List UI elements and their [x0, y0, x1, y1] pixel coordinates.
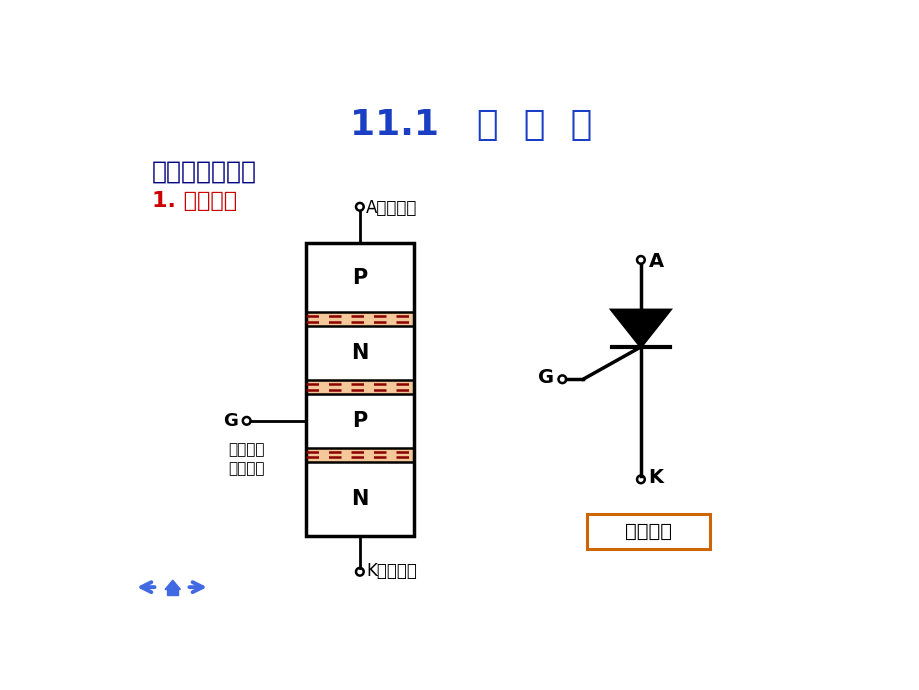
Text: G: G	[223, 412, 238, 430]
Bar	[306, 448, 414, 462]
Text: K（阴极）: K（阴极）	[366, 562, 416, 580]
Bar	[306, 313, 414, 326]
Bar	[306, 462, 414, 535]
Bar	[306, 243, 414, 313]
Text: N: N	[351, 489, 369, 509]
Text: G: G	[538, 368, 553, 387]
Text: 或门极）: 或门极）	[228, 461, 265, 476]
Text: A: A	[648, 252, 663, 271]
Text: K: K	[648, 469, 663, 487]
Text: 图形符号: 图形符号	[624, 522, 672, 541]
Text: 1. 基本结构: 1. 基本结构	[152, 190, 237, 210]
Bar	[306, 380, 414, 394]
Text: 11.1   晶  闸  管: 11.1 晶 闸 管	[350, 108, 592, 142]
Text: P: P	[352, 411, 367, 431]
Text: 一、普通晶闸管: 一、普通晶闸管	[152, 159, 256, 184]
Bar	[306, 243, 414, 535]
Polygon shape	[165, 580, 180, 589]
Bar	[306, 326, 414, 380]
Bar	[167, 587, 178, 595]
Text: N: N	[351, 343, 369, 363]
Text: （控制极: （控制极	[228, 442, 265, 457]
Text: A（阳极）: A（阳极）	[366, 199, 417, 217]
Bar	[306, 394, 414, 448]
Polygon shape	[611, 310, 669, 347]
Text: P: P	[352, 268, 367, 288]
Bar	[586, 514, 709, 549]
